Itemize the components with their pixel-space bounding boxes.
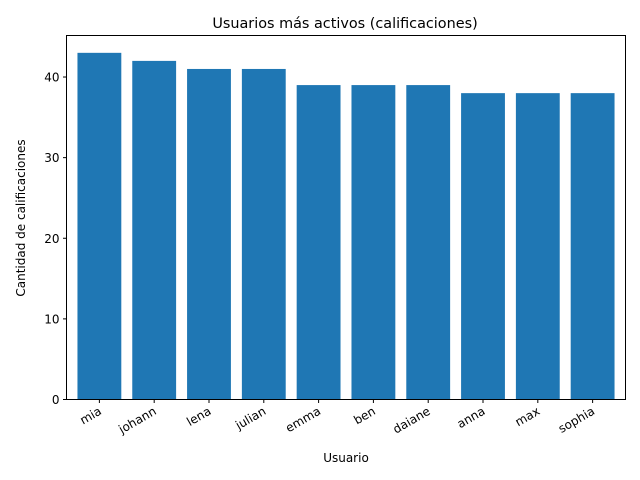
- x-tick-label-anna: anna: [455, 404, 488, 431]
- x-tick-label-emma: emma: [283, 404, 323, 435]
- bars-group: [77, 52, 615, 400]
- bar-daiane: [406, 85, 451, 400]
- y-tick-label-30: 30: [44, 151, 59, 165]
- plot-frame: [66, 35, 626, 400]
- x-tick-label-daiane: daiane: [390, 404, 432, 436]
- y-tick-label-20: 20: [44, 232, 59, 246]
- x-tick-label-julian: julian: [232, 404, 268, 433]
- bar-johann: [132, 60, 177, 400]
- y-tick-label-0: 0: [52, 393, 60, 407]
- y-tick-label-40: 40: [44, 71, 59, 85]
- x-tick-label-ben: ben: [351, 404, 378, 427]
- bar-anna: [461, 93, 505, 400]
- y-axis: 0 10 20 30 40: [44, 71, 67, 407]
- y-axis-label: Cantidad de calificaciones: [14, 139, 28, 296]
- x-tick-label-johann: johann: [115, 404, 158, 437]
- x-axis-label: Usuario: [323, 451, 369, 465]
- bar-sophia: [570, 93, 615, 400]
- x-tick-label-max: max: [513, 404, 543, 429]
- chart-title: Usuarios más activos (calificaciones): [212, 16, 477, 32]
- y-tick-label-10: 10: [44, 312, 59, 326]
- x-tick-label-sophia: sophia: [556, 404, 597, 436]
- bar-max: [515, 93, 560, 400]
- bar-mia: [77, 52, 122, 400]
- bar-julian: [241, 68, 286, 400]
- bar-ben: [351, 85, 396, 400]
- x-tick-label-lena: lena: [184, 404, 213, 429]
- x-tick-label-mia: mia: [77, 404, 103, 427]
- bar-emma: [296, 85, 341, 400]
- bar-lena: [187, 68, 231, 400]
- x-axis: mia johann lena julian emma ben daiane anna max s…: [77, 399, 597, 437]
